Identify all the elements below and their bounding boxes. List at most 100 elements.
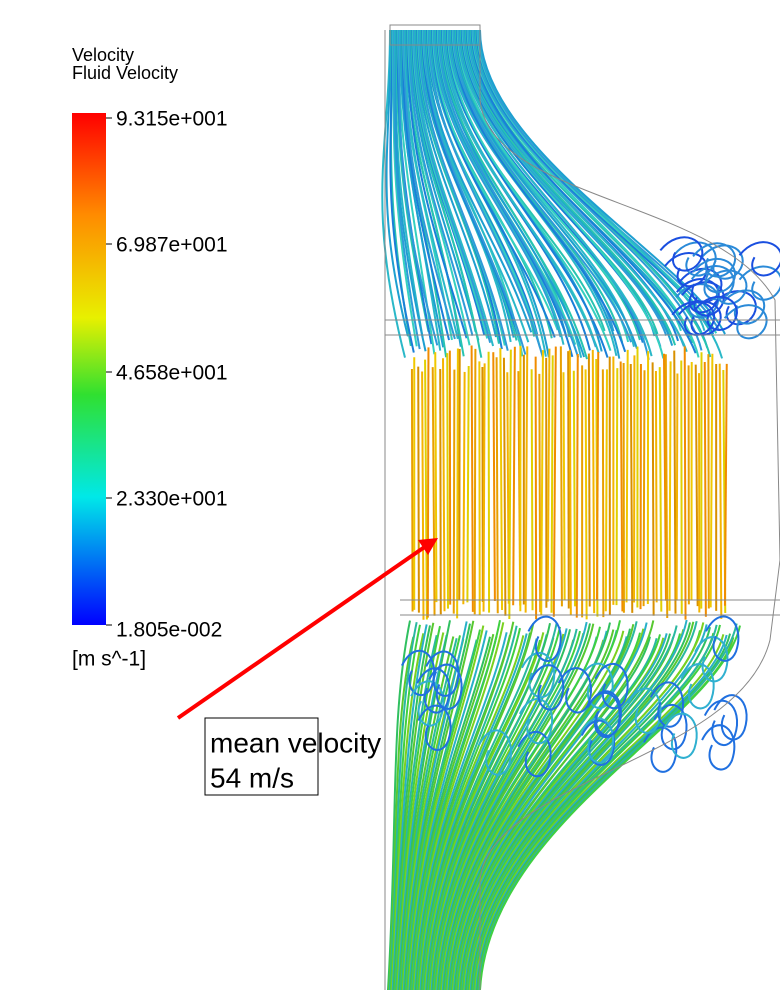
streamline: [429, 633, 565, 991]
streamline: [568, 350, 572, 616]
streamline: [410, 369, 414, 612]
streamline: [557, 667, 592, 714]
streamline: [482, 363, 486, 612]
streamline: [427, 622, 558, 991]
streamline: [718, 363, 723, 619]
geometry-outline: [384, 24, 780, 990]
streamline: [701, 724, 736, 771]
streamline: [399, 636, 455, 991]
streamline: [407, 29, 474, 337]
streamline: [406, 629, 481, 991]
streamline: [424, 359, 428, 620]
legend-label: 9.315e+001: [116, 108, 228, 131]
streamline: [437, 29, 580, 358]
streamline: [381, 29, 406, 358]
streamline: [385, 29, 409, 337]
streamline: [518, 698, 554, 745]
legend-unit: [m s^-1]: [72, 648, 146, 671]
streamline: [401, 29, 451, 341]
streamline: [492, 352, 496, 602]
streamline: [567, 351, 570, 609]
streamline: [466, 365, 470, 603]
streamline: [530, 664, 565, 711]
streamline: [658, 367, 663, 612]
streamline: [723, 304, 768, 340]
annotation-box: [204, 717, 319, 796]
streamline: [552, 346, 557, 617]
streamline: [393, 29, 421, 350]
streamline: [659, 236, 704, 272]
streamline: [721, 289, 766, 325]
streamline: [427, 29, 544, 358]
streamline: [450, 621, 638, 991]
streamline: [663, 712, 698, 759]
streamline: [550, 355, 554, 613]
outline: [389, 24, 481, 46]
streamline: [452, 622, 648, 991]
legend-label: 2.330e+001: [116, 488, 228, 511]
streamline: [643, 726, 678, 773]
streamline: [461, 625, 678, 991]
streamline: [517, 731, 552, 778]
streamline: [454, 29, 638, 349]
streamline: [416, 667, 451, 714]
streamline: [470, 345, 474, 612]
streamline: [446, 353, 449, 609]
streamline: [401, 650, 436, 697]
streamline: [479, 625, 741, 991]
streamline: [446, 29, 612, 351]
streamline: [579, 717, 614, 764]
annotation-text: 54 m/s: [210, 762, 294, 793]
streamline: [454, 620, 655, 991]
streamline: [587, 353, 591, 607]
streamline: [654, 371, 658, 603]
streamline: [400, 635, 461, 991]
legend-label: 4.658e+001: [116, 362, 228, 385]
streamline: [591, 349, 596, 614]
streamline: [464, 29, 677, 346]
streamline: [459, 633, 671, 991]
legend-label: 1.805e-002: [116, 619, 222, 642]
color-bar: [72, 113, 106, 625]
arrow-line: [176, 544, 428, 720]
outline: [384, 25, 780, 990]
streamline: [677, 300, 722, 336]
streamline: [439, 369, 442, 615]
streamline: [451, 632, 641, 991]
streamline: [452, 369, 456, 614]
streamline: [738, 241, 780, 277]
streamline: [399, 29, 445, 348]
streamline: [450, 29, 627, 353]
streamline: [398, 620, 451, 991]
streamline: [575, 353, 579, 618]
streamline: [651, 362, 655, 616]
streamline: [458, 29, 653, 357]
streamline: [431, 367, 436, 616]
streamline: [390, 633, 425, 991]
streamline: [406, 29, 468, 339]
streamline: [448, 628, 631, 991]
streamline: [414, 29, 497, 338]
streamline: [403, 623, 471, 991]
streamline: [584, 369, 588, 620]
streamline: [455, 638, 658, 991]
streamline: [473, 348, 477, 615]
streamline: [403, 29, 459, 340]
streamlines: [381, 29, 780, 991]
streamline: [428, 663, 463, 710]
streamline: [680, 663, 715, 710]
streamline: [417, 704, 452, 751]
streamline: [521, 652, 556, 699]
streamline: [596, 351, 600, 601]
legend-ticks: [106, 117, 112, 626]
streamline: [434, 352, 438, 603]
streamline: [421, 371, 425, 620]
legend-label: 6.987e+001: [116, 234, 228, 257]
streamline: [389, 624, 421, 991]
streamline: [681, 281, 725, 317]
streamline: [443, 29, 600, 354]
streamline: [387, 636, 415, 991]
streamline: [723, 363, 728, 606]
streamline: [391, 624, 428, 991]
streamline: [477, 729, 512, 776]
